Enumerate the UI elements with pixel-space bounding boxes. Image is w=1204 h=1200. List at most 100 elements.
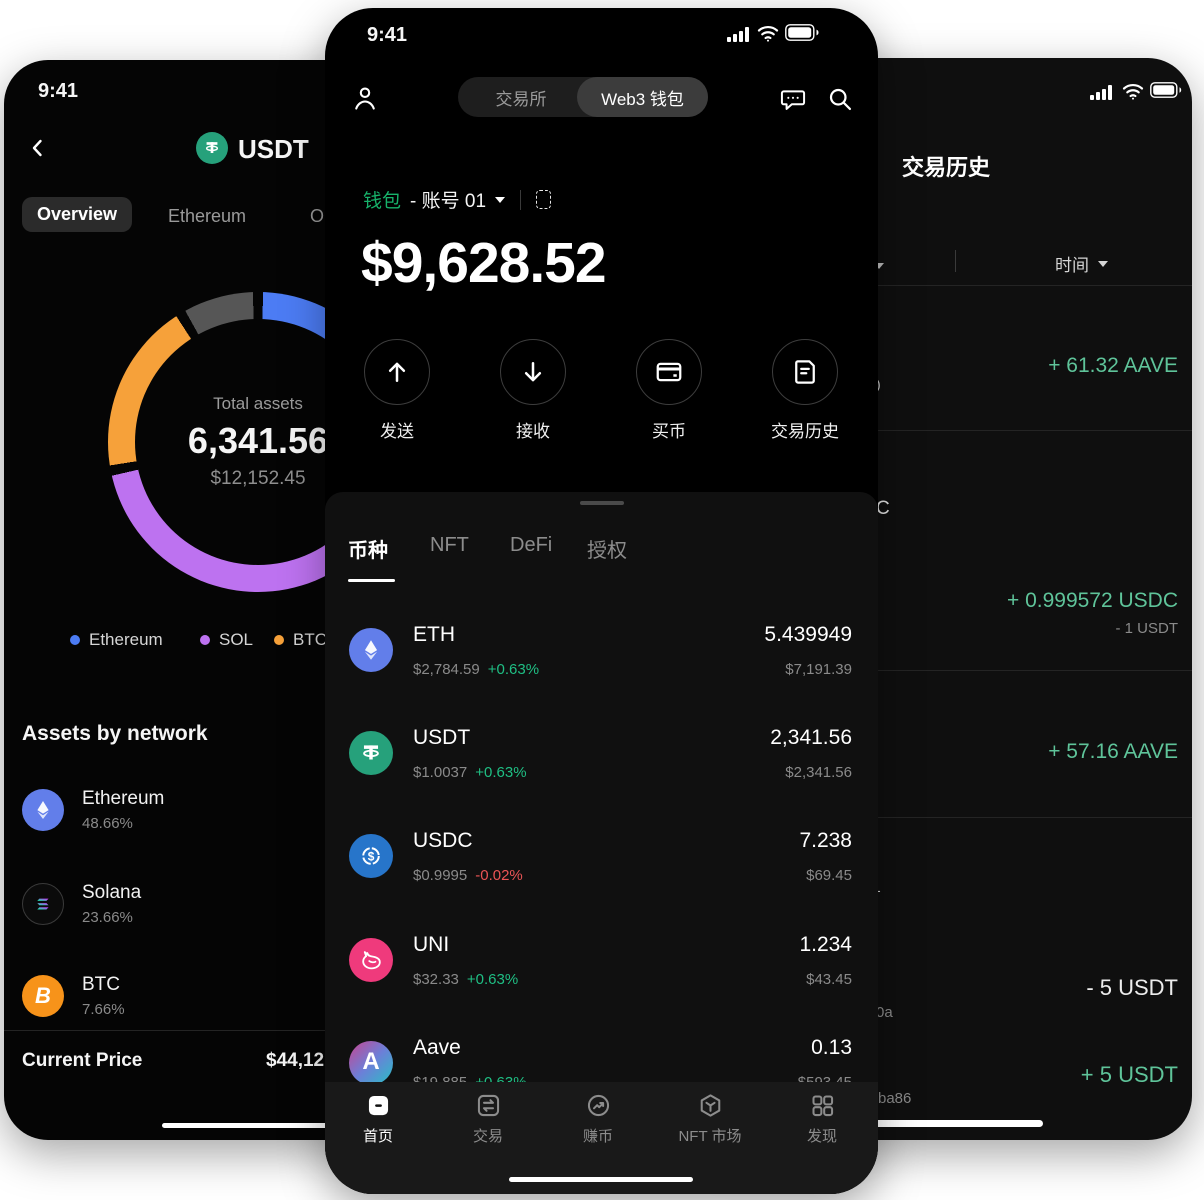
total-assets-label: Total assets xyxy=(213,394,303,413)
token-row-uni[interactable]: UNI $32.33 +0.63% 1.234 $43.45 xyxy=(325,908,878,1012)
divider xyxy=(720,817,1192,818)
drag-handle[interactable] xyxy=(579,501,624,505)
profile-icon[interactable] xyxy=(351,84,379,112)
uni-icon xyxy=(349,938,393,982)
search-icon[interactable] xyxy=(826,85,854,113)
tab-exchange[interactable]: 交易所 xyxy=(495,89,547,109)
wallet-account-selector[interactable]: 钱包 - 账号 01 xyxy=(363,186,552,213)
tab-defi[interactable]: DeFi xyxy=(510,534,553,556)
nav-discover[interactable]: 发现 xyxy=(777,1092,867,1146)
tx-amount[interactable]: + 61.32 AAVE xyxy=(1048,354,1178,377)
network-row-ethereum[interactable]: Ethereum 48.66% xyxy=(22,788,164,832)
current-price-label: Current Price xyxy=(22,1050,143,1071)
token-row-usdt[interactable]: USDT $1.0037 +0.63% 2,341.56 $2,341.56 xyxy=(325,701,878,805)
chevron-down-icon xyxy=(1098,260,1108,267)
nav-home-label: 首页 xyxy=(362,1128,393,1145)
network-row-solana[interactable]: Solana 23.66% xyxy=(22,882,141,926)
token-change: -0.02% xyxy=(475,867,523,884)
tab-nft[interactable]: NFT xyxy=(430,534,469,556)
home-indicator[interactable] xyxy=(840,1120,1043,1127)
signal-icon xyxy=(1090,85,1114,100)
document-icon xyxy=(772,339,838,405)
token-fiat-value: $69.45 xyxy=(806,867,852,884)
tab-coins[interactable]: 币种 xyxy=(348,540,388,562)
tab-approvals[interactable]: 授权 xyxy=(587,540,627,562)
tx-amount[interactable]: - 5 USDT xyxy=(1086,975,1178,1000)
token-fiat-value: $2,341.56 xyxy=(785,764,852,781)
token-symbol: UNI xyxy=(413,933,450,956)
solana-network-icon xyxy=(22,883,64,925)
token-price: $1.0037 xyxy=(413,764,468,781)
buy-label: 买币 xyxy=(652,422,686,441)
token-symbol: ETH xyxy=(413,623,455,646)
tx-amount[interactable]: + 0.999572 USDC xyxy=(1006,589,1178,612)
filter-fragment-caret-icon[interactable] xyxy=(874,256,884,274)
back-chevron-icon[interactable] xyxy=(26,136,50,160)
tab-ethereum[interactable]: Ethereum xyxy=(168,206,247,226)
tab-partial[interactable]: O xyxy=(310,206,325,226)
token-fiat-value: $43.45 xyxy=(806,971,852,988)
tx-amount[interactable]: + 5 USDT xyxy=(1080,1062,1178,1087)
buy-crypto-button[interactable]: 买币 xyxy=(609,339,729,442)
token-change: +0.63% xyxy=(487,661,540,678)
ethereum-network-icon xyxy=(22,789,64,831)
assets-sheet: 币种 NFT DeFi 授权 ETH $2,784.59 +0.63% 5.43… xyxy=(325,492,878,1194)
wallet-label: 钱包 xyxy=(363,191,402,212)
token-row-eth[interactable]: ETH $2,784.59 +0.63% 5.439949 $7,191.39 xyxy=(325,598,878,702)
tab-web3-wallet[interactable]: Web3 钱包 xyxy=(577,77,708,117)
tx-amount[interactable]: + 57.16 AAVE xyxy=(1048,740,1178,763)
chat-icon[interactable] xyxy=(779,85,807,113)
time-filter-dropdown[interactable]: 时间 xyxy=(1055,251,1108,276)
nav-trade-label: 交易 xyxy=(472,1128,503,1145)
receive-label: 接收 xyxy=(516,422,550,441)
token-fiat-value: $7,191.39 xyxy=(785,661,852,678)
receive-button[interactable]: 接收 xyxy=(473,339,593,442)
current-price-value: $44,12 xyxy=(266,1050,325,1071)
legend-dot-purple xyxy=(200,635,210,645)
btc-network-icon: B xyxy=(22,975,64,1017)
legend-btc: BTC xyxy=(274,630,327,650)
signal-icon xyxy=(727,27,751,42)
bottom-nav: 首页 交易 赚币 NFT 市场 发现 xyxy=(325,1082,878,1194)
legend-label: Ethereum xyxy=(89,630,163,649)
token-amount: 1.234 xyxy=(799,933,852,956)
network-percent: 7.66% xyxy=(82,1001,125,1018)
svg-text:$: $ xyxy=(368,849,375,863)
account-label: - 账号 01 xyxy=(410,191,487,212)
nav-nft-market[interactable]: NFT 市场 xyxy=(665,1092,755,1146)
token-amount: 5.439949 xyxy=(764,623,852,646)
token-amount: 2,341.56 xyxy=(770,726,852,749)
clipped-text-fragment: C xyxy=(876,498,890,519)
status-time: 9:41 xyxy=(367,24,408,46)
legend-dot-blue xyxy=(70,635,80,645)
token-symbol: USDT xyxy=(413,726,471,749)
chevron-down-icon xyxy=(495,196,506,203)
tab-overview[interactable]: Overview xyxy=(22,197,133,232)
nav-home[interactable]: 首页 xyxy=(333,1092,423,1146)
send-button[interactable]: 发送 xyxy=(337,339,457,442)
divider xyxy=(720,670,1192,671)
nav-trade[interactable]: 交易 xyxy=(443,1092,533,1146)
total-assets-fiat: $12,152.45 xyxy=(210,468,306,489)
send-label: 发送 xyxy=(380,422,414,441)
history-button[interactable]: 交易历史 xyxy=(745,339,865,442)
legend-ethereum: Ethereum xyxy=(70,630,163,650)
filter-divider xyxy=(955,250,956,272)
backup-device-icon[interactable] xyxy=(536,190,552,209)
nav-earn-label: 赚币 xyxy=(582,1128,613,1145)
nav-earn[interactable]: 赚币 xyxy=(553,1092,643,1146)
clipped-address-fragment: 0a xyxy=(876,1004,893,1021)
token-change: +0.63% xyxy=(475,764,527,781)
token-row-usdc[interactable]: $ USDC $0.9995 -0.02% 7.238 $69.45 xyxy=(325,804,878,908)
arrow-down-icon xyxy=(500,339,566,405)
home-indicator[interactable] xyxy=(509,1177,693,1182)
token-symbol: Aave xyxy=(413,1036,461,1059)
home-indicator[interactable] xyxy=(162,1123,402,1128)
eth-icon xyxy=(349,628,393,672)
arrow-up-icon xyxy=(364,339,430,405)
wifi-icon xyxy=(1122,83,1144,100)
network-name: Ethereum xyxy=(82,788,165,809)
divider xyxy=(720,430,1192,431)
network-row-btc[interactable]: B BTC 7.66% xyxy=(22,974,125,1018)
card-icon xyxy=(636,339,702,405)
